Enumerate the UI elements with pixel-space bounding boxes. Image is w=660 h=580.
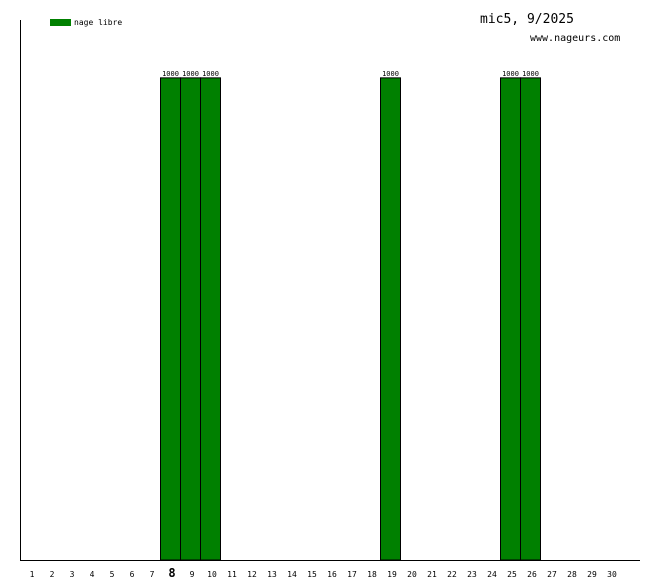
bar [160, 77, 181, 561]
bar-value-label: 1000 [382, 70, 399, 78]
x-tick-label: 22 [447, 570, 457, 579]
chart-title: mic5, 9/2025 [480, 12, 574, 27]
x-tick-label: 9 [190, 570, 195, 579]
x-tick-label: 15 [307, 570, 317, 579]
bar [520, 77, 541, 561]
x-tick-label: 8 [168, 566, 175, 580]
bar [500, 77, 521, 561]
x-tick-label: 21 [427, 570, 437, 579]
x-tick-label: 11 [227, 570, 237, 579]
x-tick-label: 17 [347, 570, 357, 579]
x-tick-label: 19 [387, 570, 397, 579]
legend-swatch [50, 19, 71, 26]
x-tick-label: 20 [407, 570, 417, 579]
x-tick-label: 10 [207, 570, 217, 579]
bar-value-label: 1000 [502, 70, 519, 78]
bar-value-label: 1000 [162, 70, 179, 78]
x-tick-label: 28 [567, 570, 577, 579]
x-tick-label: 16 [327, 570, 337, 579]
x-tick-label: 4 [90, 570, 95, 579]
x-tick-label: 2 [50, 570, 55, 579]
x-tick-label: 30 [607, 570, 617, 579]
bar [200, 77, 221, 561]
x-tick-label: 3 [70, 570, 75, 579]
bar [380, 77, 401, 561]
bar [180, 77, 201, 561]
x-tick-label: 18 [367, 570, 377, 579]
x-tick-label: 29 [587, 570, 597, 579]
x-tick-label: 7 [150, 570, 155, 579]
x-tick-label: 6 [130, 570, 135, 579]
x-tick-label: 13 [267, 570, 277, 579]
x-tick-label: 24 [487, 570, 497, 579]
x-tick-label: 25 [507, 570, 517, 579]
x-tick-label: 27 [547, 570, 557, 579]
x-tick-label: 12 [247, 570, 257, 579]
x-tick-label: 14 [287, 570, 297, 579]
bar-value-label: 1000 [182, 70, 199, 78]
bar-value-label: 1000 [522, 70, 539, 78]
chart-subtitle: www.nageurs.com [530, 33, 620, 44]
x-tick-label: 1 [30, 570, 35, 579]
legend-label: nage libre [74, 18, 122, 27]
bar-value-label: 1000 [202, 70, 219, 78]
x-tick-label: 5 [110, 570, 115, 579]
x-tick-label: 26 [527, 570, 537, 579]
x-tick-label: 23 [467, 570, 477, 579]
